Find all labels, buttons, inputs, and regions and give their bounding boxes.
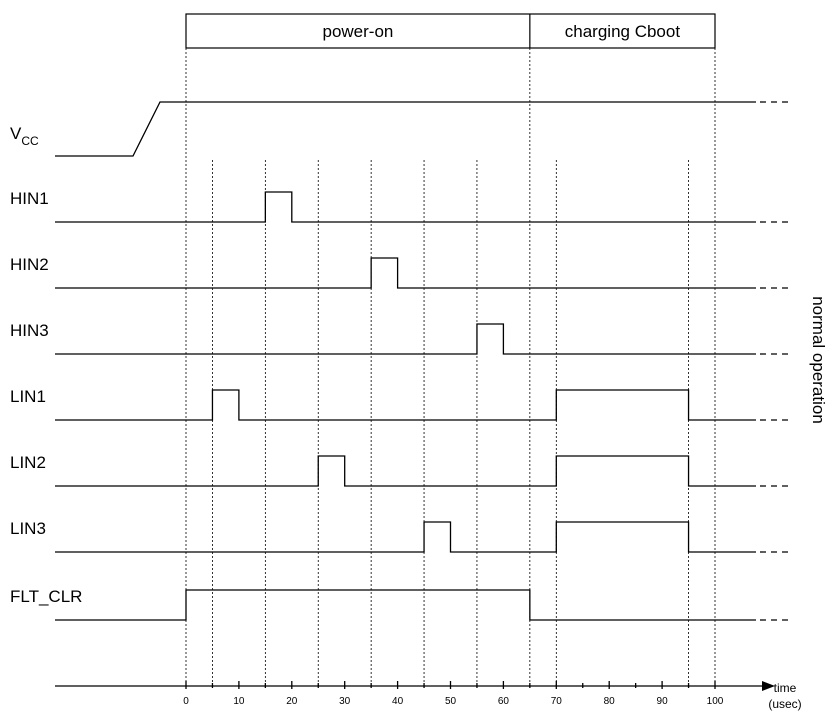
time-axis: 0 10 20 30 40 50 60 70 80 90 100 time (usec) — [55, 681, 802, 711]
signal-label: VCC — [10, 124, 39, 148]
signal-label: LIN1 — [10, 387, 46, 406]
time-axis-arrow — [762, 681, 775, 691]
axis-tick-label: 20 — [286, 696, 298, 707]
time-axis-ticks: 0 10 20 30 40 50 60 70 80 90 100 — [183, 681, 724, 707]
signal-trace-hin3 — [55, 323, 756, 355]
signal-trace-hin2 — [55, 257, 756, 289]
signal-traces — [55, 101, 790, 621]
signal-label: LIN2 — [10, 453, 46, 472]
axis-tick-label: 100 — [707, 696, 724, 707]
signal-label: LIN3 — [10, 519, 46, 538]
time-axis-unit: (usec) — [768, 697, 801, 711]
time-axis-title: time — [774, 681, 797, 695]
axis-tick-label: 80 — [604, 696, 616, 707]
axis-tick-label: 50 — [445, 696, 457, 707]
normal-operation-label: normal operation — [809, 296, 828, 424]
axis-tick-label: 10 — [233, 696, 245, 707]
axis-tick-label: 90 — [657, 696, 669, 707]
axis-tick-label: 40 — [392, 696, 404, 707]
signal-trace-lin2 — [55, 455, 756, 487]
phase-box — [185, 13, 716, 49]
signal-trace-lin1 — [55, 389, 756, 421]
signal-trace-hin1 — [55, 191, 756, 223]
phase-label-power-on: power-on — [322, 22, 393, 41]
signal-trace-lin3 — [55, 521, 756, 553]
signal-label: HIN1 — [10, 189, 49, 208]
signal-label: HIN3 — [10, 321, 49, 340]
axis-tick-label: 30 — [339, 696, 351, 707]
signal-label: HIN2 — [10, 255, 49, 274]
axis-tick-label: 0 — [183, 696, 189, 707]
phase-bar: power-on charging Cboot — [185, 13, 716, 49]
signal-label: FLT_CLR — [10, 587, 82, 606]
axis-tick-label: 70 — [551, 696, 563, 707]
phase-label-charging-cboot: charging Cboot — [565, 22, 681, 41]
signal-labels: VCC HIN1 HIN2 HIN3 LIN1 LIN2 LIN3 FLT_CLR — [10, 124, 82, 606]
signal-trace-flt-clr — [55, 589, 756, 621]
signal-trace-v — [55, 101, 756, 157]
axis-tick-label: 60 — [498, 696, 510, 707]
